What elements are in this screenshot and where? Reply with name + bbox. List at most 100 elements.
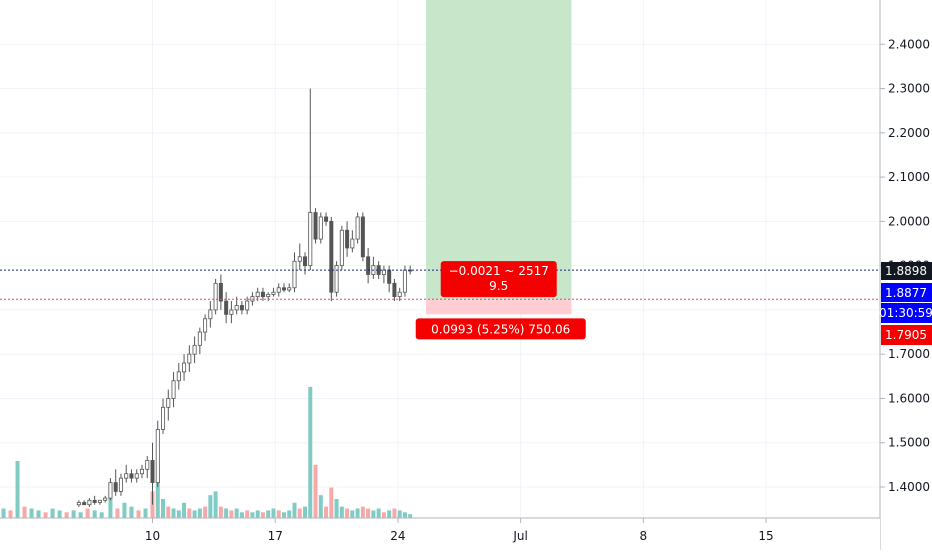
- volume-bar-47: [287, 510, 292, 518]
- time-tick-label-3: Jul: [512, 529, 527, 543]
- volume-bar-60: [355, 508, 360, 518]
- volume-bar-36: [229, 510, 234, 518]
- candle-body-16: [161, 406, 166, 430]
- price-tick-label-8: 2.2000: [888, 126, 930, 140]
- volume-bar-13: [92, 510, 97, 518]
- volume-bars: [1, 386, 413, 518]
- candle-body-47: [324, 216, 329, 222]
- position-lower-label[interactable]: 0.0993 (5.25%) 750.06: [415, 318, 586, 340]
- candle-body-23: [197, 331, 202, 346]
- price-tick-label-7: 2.1000: [888, 170, 930, 184]
- price-tick-label-1: 1.5000: [888, 436, 930, 450]
- volume-bar-11: [78, 512, 83, 518]
- volume-bar-33: [213, 491, 218, 518]
- volume-bar-12: [85, 508, 90, 518]
- candle-body-41: [292, 260, 297, 289]
- position-upper-label[interactable]: −0.0021 ~ 2517 9.5: [440, 261, 557, 298]
- price-level-lines: [0, 269, 880, 300]
- volume-bar-16: [115, 508, 120, 518]
- candle-body-29: [229, 309, 234, 315]
- volume-bar-9: [64, 512, 69, 518]
- volume-bar-56: [334, 499, 339, 518]
- candle-body-36: [266, 294, 271, 298]
- volume-bar-7: [50, 508, 55, 518]
- volume-bar-40: [250, 512, 255, 518]
- candle-body-30: [234, 305, 239, 311]
- price-tick-label-10: 2.4000: [888, 37, 930, 51]
- candle-body-43: [303, 256, 308, 267]
- candle-body-49: [334, 265, 339, 293]
- volume-bar-10: [71, 510, 76, 518]
- volume-bar-52: [313, 464, 318, 518]
- volume-bar-29: [192, 510, 197, 518]
- position-lower-label-text: 0.0993 (5.25%) 750.06: [431, 322, 570, 336]
- candle-body-12: [139, 468, 144, 475]
- volume-bar-54: [324, 506, 329, 518]
- time-axis-background: [0, 518, 880, 550]
- volume-bar-38: [239, 512, 244, 518]
- target-price-badge: 1.8898: [881, 262, 932, 280]
- candle-body-51: [345, 229, 350, 249]
- loss-zone: [425, 299, 572, 315]
- candle-body-31: [239, 305, 244, 311]
- candle-body-18: [171, 380, 176, 399]
- candle-body-7: [113, 482, 118, 492]
- candle-body-45: [313, 212, 318, 240]
- candle-body-48: [329, 220, 334, 293]
- candle-body-3: [92, 499, 97, 503]
- volume-bar-22: [155, 480, 160, 518]
- volume-bar-61: [360, 506, 365, 518]
- candle-body-40: [287, 287, 292, 291]
- candlesticks: [76, 88, 413, 507]
- volume-bar-0: [1, 508, 6, 518]
- stop-price-badge: 1.7905: [881, 325, 932, 345]
- candle-body-62: [402, 269, 407, 293]
- candle-body-1: [82, 502, 87, 506]
- candle-body-55: [366, 256, 371, 275]
- price-tick-label-9: 2.3000: [888, 82, 930, 96]
- volume-bar-51: [308, 386, 313, 518]
- candle-body-14: [150, 460, 155, 483]
- volume-bar-30: [197, 508, 202, 518]
- current-price-badge-box: [881, 283, 932, 302]
- countdown-badge-text: 01:30:59: [879, 306, 932, 320]
- time-tick-label-2: 24: [390, 529, 405, 543]
- volume-bar-28: [187, 508, 192, 518]
- candle-body-27: [218, 282, 223, 302]
- candle-body-26: [213, 282, 218, 311]
- volume-bar-23: [161, 499, 166, 518]
- price-tick-label-3: 1.7000: [888, 347, 930, 361]
- volume-bar-57: [339, 506, 344, 518]
- position-upper-label-box: [440, 261, 557, 298]
- volume-bar-20: [143, 508, 148, 518]
- volume-bar-69: [402, 512, 407, 518]
- volume-bar-35: [224, 508, 229, 518]
- volume-bar-58: [345, 508, 350, 518]
- candle-body-11: [134, 473, 139, 479]
- candle-body-60: [392, 282, 397, 298]
- candle-body-24: [203, 318, 208, 333]
- current-price-badge: 1.8877 01:30:59: [879, 283, 932, 323]
- time-axis-ticks: 10 17 24 Jul 8 15: [145, 518, 774, 543]
- candle-body-32: [245, 300, 250, 311]
- volume-bar-6: [43, 512, 48, 518]
- volume-bar-26: [176, 510, 181, 518]
- volume-bar-1: [8, 510, 13, 518]
- volume-bar-43: [266, 510, 271, 518]
- volume-bar-53: [318, 495, 323, 518]
- time-axis[interactable]: 10 17 24 Jul 8 15: [0, 517, 880, 550]
- candle-body-42: [297, 256, 302, 262]
- candle-body-4: [97, 499, 102, 503]
- candle-body-53: [355, 216, 360, 240]
- volume-bar-48: [292, 502, 297, 518]
- volume-bar-46: [281, 512, 286, 518]
- candle-body-10: [129, 473, 134, 479]
- candle-body-19: [176, 371, 181, 382]
- stop-price-badge-text: 1.7905: [885, 328, 927, 342]
- volume-bar-64: [376, 508, 381, 518]
- candle-body-58: [381, 269, 386, 275]
- volume-bar-19: [136, 510, 141, 518]
- candle-body-6: [108, 482, 113, 499]
